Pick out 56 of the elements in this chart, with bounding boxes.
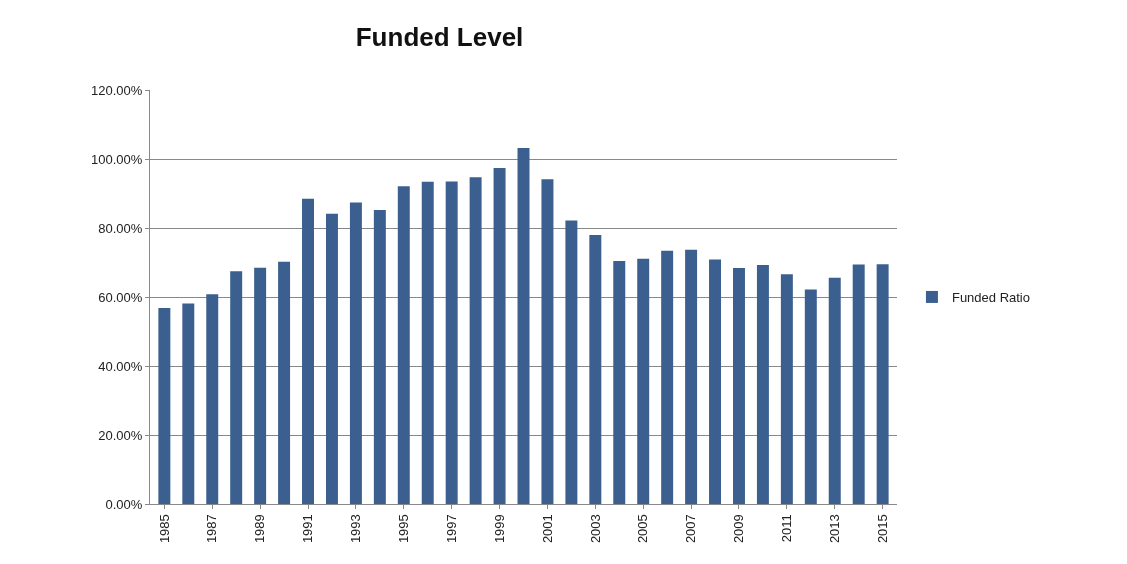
bar [254,267,267,504]
bar [445,181,458,504]
chart-title: Funded Level [355,22,524,53]
x-tick-label: 2013 [826,514,842,544]
bar [613,261,626,504]
x-tick-label: 1987 [204,514,220,544]
x-tick-label: 1993 [348,514,364,544]
x-tick-label: 2015 [874,514,890,544]
y-tick-label: 40.00% [98,358,143,374]
bar [733,268,745,504]
x-tick-label: 2009 [731,514,747,544]
x-tick-label: 1985 [156,514,172,544]
bar [852,264,865,504]
bar [493,167,506,504]
bar [325,213,338,504]
bar [565,220,578,504]
x-tick-label: 2005 [635,514,651,544]
bar [709,259,722,504]
bar [876,264,889,504]
bar [397,186,410,504]
y-tick-label: 80.00% [98,220,143,236]
y-tick-label: 0.00% [105,496,143,512]
y-tick-label: 100.00% [91,151,143,167]
bar [182,303,195,504]
x-tick-label: 1989 [252,514,268,544]
bar [589,234,602,504]
x-tick-label: 2003 [587,514,603,544]
bar [349,202,362,504]
x-tick-label: 2007 [683,514,699,544]
bar [421,181,434,504]
y-tick-label: 20.00% [98,427,143,443]
bar [158,308,171,504]
y-tick-label: 60.00% [98,289,143,305]
bar [661,250,674,504]
x-tick-label: 2001 [539,514,555,544]
legend-label: Funded Ratio [951,290,1030,306]
x-tick-label: 1995 [396,514,412,544]
bar [373,210,386,504]
x-tick-label: 1991 [300,514,316,544]
bar [828,277,841,504]
bar [517,147,530,504]
bar [756,264,769,504]
bar [637,258,650,504]
bar [302,198,314,504]
bar [469,177,482,504]
x-tick-label: 1997 [443,514,459,544]
x-tick-label: 2011 [779,514,795,543]
bar [780,274,793,504]
bar [685,249,698,504]
bar [206,294,219,504]
bar [541,179,554,504]
x-tick-label: 1999 [491,514,507,544]
bar [804,289,817,504]
bar [278,261,291,504]
y-tick-label: 120.00% [91,82,143,98]
bar [230,271,243,504]
